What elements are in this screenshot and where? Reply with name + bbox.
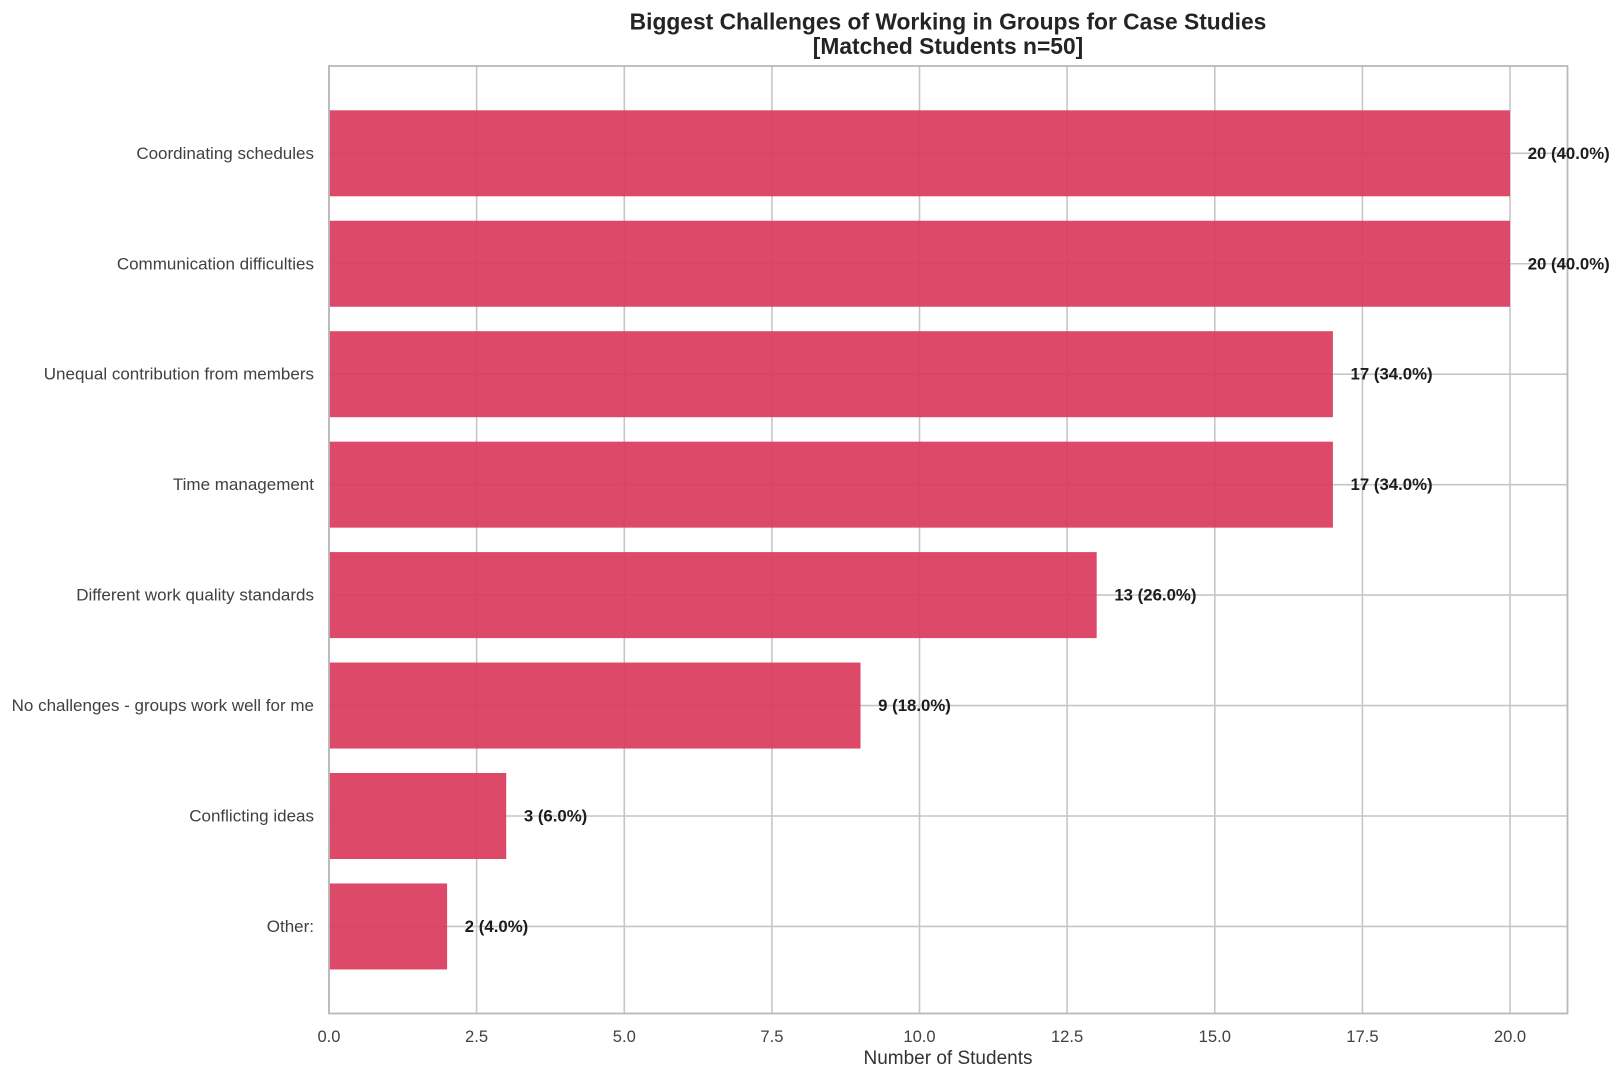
svg-text:Unequal contribution from memb: Unequal contribution from members	[44, 365, 314, 384]
svg-text:20.0: 20.0	[1494, 1027, 1526, 1046]
svg-text:12.5: 12.5	[1051, 1027, 1083, 1046]
svg-text:Biggest Challenges of Working: Biggest Challenges of Working in Groups …	[630, 9, 1267, 35]
svg-text:[Matched Students n=50]: [Matched Students n=50]	[813, 33, 1083, 59]
svg-text:17 (34.0%): 17 (34.0%)	[1351, 475, 1433, 494]
svg-text:15.0: 15.0	[1199, 1027, 1231, 1046]
svg-text:Other:: Other:	[267, 917, 314, 936]
svg-text:Coordinating schedules: Coordinating schedules	[136, 144, 314, 163]
svg-text:10.0: 10.0	[903, 1027, 935, 1046]
svg-text:17 (34.0%): 17 (34.0%)	[1351, 365, 1433, 384]
svg-text:2.5: 2.5	[465, 1027, 488, 1046]
svg-text:Time management: Time management	[173, 475, 314, 494]
svg-text:Number of Students: Number of Students	[864, 1048, 1033, 1069]
svg-text:2 (4.0%): 2 (4.0%)	[465, 917, 528, 936]
svg-text:7.5: 7.5	[760, 1027, 783, 1046]
svg-text:0.0: 0.0	[317, 1027, 340, 1046]
svg-text:Conflicting ideas: Conflicting ideas	[189, 807, 314, 826]
svg-text:20 (40.0%): 20 (40.0%)	[1528, 144, 1610, 163]
svg-text:Different work quality standar: Different work quality standards	[76, 586, 314, 605]
svg-text:5.0: 5.0	[613, 1027, 636, 1046]
svg-text:9 (18.0%): 9 (18.0%)	[878, 696, 951, 715]
svg-text:17.5: 17.5	[1346, 1027, 1378, 1046]
svg-text:No challenges - groups work we: No challenges - groups work well for me	[12, 696, 314, 715]
svg-text:13 (26.0%): 13 (26.0%)	[1114, 586, 1196, 605]
svg-text:Communication difficulties: Communication difficulties	[117, 254, 314, 273]
svg-text:20 (40.0%): 20 (40.0%)	[1528, 254, 1610, 273]
svg-text:3 (6.0%): 3 (6.0%)	[524, 807, 587, 826]
